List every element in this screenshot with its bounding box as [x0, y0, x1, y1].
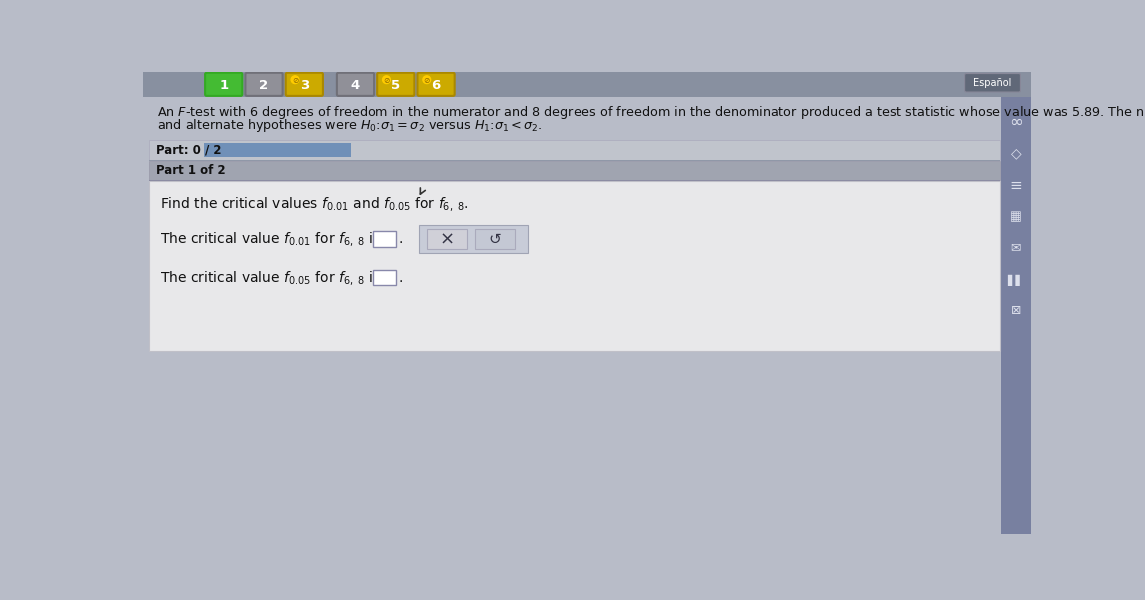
Text: 4: 4: [350, 79, 360, 92]
Text: .: .: [398, 232, 403, 246]
Text: ◇: ◇: [1010, 146, 1021, 160]
Bar: [419, 225, 528, 253]
FancyBboxPatch shape: [377, 73, 414, 96]
Text: ≡: ≡: [1010, 178, 1022, 193]
Text: 6: 6: [432, 79, 441, 92]
Bar: [372, 232, 396, 247]
Bar: [475, 229, 515, 249]
FancyBboxPatch shape: [245, 73, 283, 96]
Circle shape: [382, 76, 390, 83]
Text: ✉: ✉: [1011, 241, 1021, 254]
Text: Find the critical values $f_{0.01}$ and $f_{0.05}$ for $f_{6,\ 8}$.: Find the critical values $f_{0.01}$ and …: [160, 196, 469, 214]
Bar: [149, 160, 1000, 161]
FancyBboxPatch shape: [337, 73, 374, 96]
Bar: [372, 270, 396, 285]
FancyBboxPatch shape: [205, 73, 243, 96]
Text: Part: 0 / 2: Part: 0 / 2: [156, 143, 221, 156]
FancyBboxPatch shape: [418, 73, 455, 96]
Text: Español: Español: [973, 78, 1012, 88]
Text: 1: 1: [219, 79, 228, 92]
Text: ⊠: ⊠: [1011, 304, 1021, 317]
Text: ↺: ↺: [489, 232, 502, 247]
Text: 3: 3: [300, 79, 309, 92]
Text: ×: ×: [440, 230, 455, 248]
Circle shape: [291, 76, 299, 83]
Text: An $F$-test with 6 degrees of freedom in the numerator and 8 degrees of freedom : An $F$-test with 6 degrees of freedom in…: [157, 104, 1145, 121]
Bar: [149, 161, 1000, 180]
Text: and alternate hypotheses were $H_0\colon\sigma_1=\sigma_2$ versus $H_1\colon\sig: and alternate hypotheses were $H_0\colon…: [157, 118, 543, 134]
Bar: [143, 72, 1030, 97]
Text: The critical value $f_{0.05}$ for $f_{6,\ 8}$ is: The critical value $f_{0.05}$ for $f_{6,…: [160, 269, 381, 287]
Bar: [1001, 97, 1030, 534]
Bar: [149, 181, 1000, 351]
Text: ⊘: ⊘: [292, 76, 298, 85]
Text: ▌▌: ▌▌: [1008, 274, 1025, 286]
Bar: [204, 143, 350, 157]
Text: .: .: [398, 271, 403, 284]
FancyBboxPatch shape: [286, 73, 323, 96]
Text: ⊘: ⊘: [384, 76, 389, 85]
Text: ∞: ∞: [1009, 113, 1022, 131]
Text: ▦: ▦: [1010, 210, 1021, 223]
Text: The critical value $f_{0.01}$ for $f_{6,\ 8}$ is: The critical value $f_{0.01}$ for $f_{6,…: [160, 230, 381, 248]
Bar: [149, 140, 1000, 160]
Bar: [149, 180, 1000, 181]
Text: ⊘: ⊘: [424, 76, 431, 85]
Bar: [427, 229, 467, 249]
Text: Part 1 of 2: Part 1 of 2: [156, 164, 226, 177]
Text: 2: 2: [260, 79, 269, 92]
Text: 5: 5: [392, 79, 401, 92]
Circle shape: [423, 76, 431, 83]
FancyBboxPatch shape: [964, 74, 1020, 92]
